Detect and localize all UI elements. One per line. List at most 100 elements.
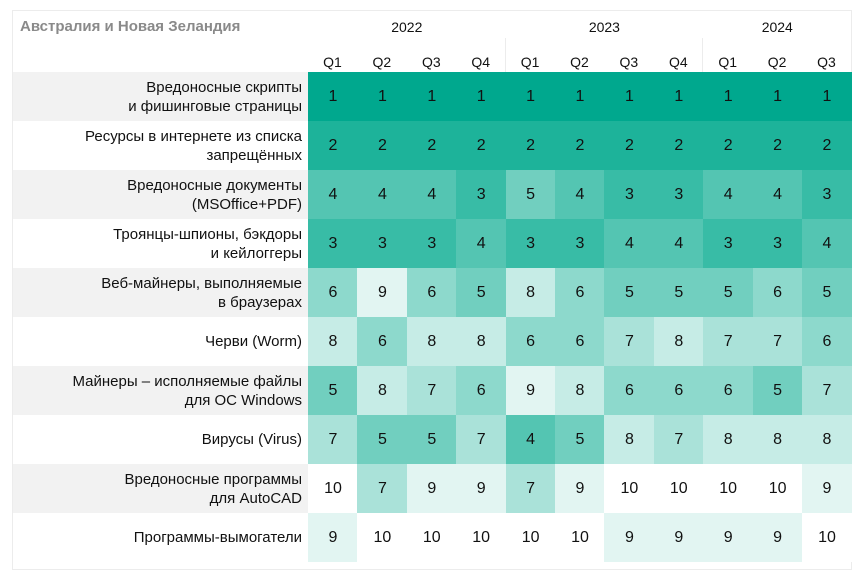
heatmap-cell: 1 [653,72,704,121]
heatmap-cell: 4 [604,219,655,268]
heatmap-cell: 3 [703,219,754,268]
heatmap-cell: 9 [505,366,556,415]
heatmap-cell: 2 [653,121,704,170]
quarter-label: Q2 [767,54,787,70]
heatmap-cell: 6 [653,366,704,415]
heatmap-cell: 10 [357,513,408,562]
row-label: Троянцы-шпионы, бэкдоры и кейлоггеры [113,225,302,262]
row-label: Майнеры – исполняемые файлы для ОС Windo… [13,366,308,415]
quarter-label: Q3 [817,54,836,70]
heatmap-cell: 9 [406,464,457,513]
heatmap-cell: 8 [703,415,754,464]
heatmap-cell: 10 [752,464,803,513]
heatmap-cell: 2 [604,121,655,170]
heatmap-cell: 5 [802,268,852,317]
heatmap-cell: 2 [406,121,457,170]
heatmap-cell: 9 [308,513,358,562]
row-label: Черви (Worm) [205,333,302,350]
heatmap-cell: 5 [703,268,754,317]
chart-title: Австралия и Новая Зеландия [20,18,241,35]
heatmap-cell: 7 [703,317,754,366]
row-label: Ресурсы в интернете из списка запрещённы… [85,127,302,164]
heatmap-cell: 1 [703,72,754,121]
heatmap-cell: 9 [703,513,754,562]
heatmap-cell: 2 [752,121,803,170]
heatmap-cell: 6 [406,268,457,317]
heatmap-cell: 2 [505,121,556,170]
year-label: 2024 [761,19,793,35]
heatmap-cell: 1 [802,72,852,121]
heatmap-cell: 8 [505,268,556,317]
heatmap-cell: 2 [308,121,358,170]
heatmap-cell: 4 [308,170,358,219]
heatmap-cell: 4 [555,170,605,219]
heatmap-cell: 5 [456,268,507,317]
heatmap-cell: 5 [653,268,704,317]
year-divider [702,38,704,72]
heatmap-cell: 9 [357,268,408,317]
heatmap-cell: 3 [505,219,556,268]
quarter-label: Q1 [520,54,540,70]
heatmap-cell: 8 [456,317,507,366]
row-label: Вредоносные программы для AutoCAD [13,464,308,513]
heatmap-cell: 9 [752,513,803,562]
heatmap-cell: 6 [505,317,556,366]
heatmap-cell: 7 [308,415,358,464]
heatmap-cell: 7 [752,317,803,366]
heatmap-cell: 3 [555,219,605,268]
heatmap-cell: 4 [357,170,408,219]
quarter-label: Q4 [668,54,688,70]
heatmap-cell: 1 [357,72,408,121]
row-label: Вредоносные документы (MSOffice+PDF) [13,170,308,219]
heatmap-cell: 5 [752,366,803,415]
heatmap-cell: 1 [308,72,358,121]
quarter-label: Q1 [718,54,738,70]
heatmap-cell: 1 [406,72,457,121]
heatmap-cell: 4 [703,170,754,219]
heatmap-cell: 9 [555,464,605,513]
heatmap-cell: 6 [308,268,358,317]
heatmap-cell: 3 [308,219,358,268]
heatmap-cell: 10 [653,464,704,513]
heatmap-cell: 10 [456,513,507,562]
heatmap-cell: 10 [802,513,852,562]
heatmap-cell: 6 [703,366,754,415]
heatmap-cell: 5 [357,415,408,464]
heatmap-cell: 4 [456,219,507,268]
heatmap-cell: 7 [604,317,655,366]
quarter-label: Q3 [421,54,441,70]
heatmap-cell: 9 [604,513,655,562]
heatmap-cell: 4 [505,415,556,464]
heatmap-cell: 5 [308,366,358,415]
heatmap-cell: 10 [555,513,605,562]
heatmap-cell: 7 [505,464,556,513]
heatmap-cell: 2 [357,121,408,170]
heatmap-cell: 8 [604,415,655,464]
heatmap-cell: 8 [802,415,852,464]
heatmap-cell: 3 [406,219,457,268]
heatmap-cell: 6 [555,268,605,317]
quarter-label: Q2 [570,54,589,70]
heatmap-cell: 1 [752,72,803,121]
heatmap-cell: 8 [555,366,605,415]
heatmap-cell: 8 [406,317,457,366]
heatmap-cell: 1 [456,72,507,121]
heatmap-cell: 3 [357,219,408,268]
heatmap-cell: 8 [357,366,408,415]
heatmap-cell: 5 [604,268,655,317]
heatmap-cell: 8 [752,415,803,464]
heatmap-cell: 3 [802,170,852,219]
heatmap-cell: 6 [752,268,803,317]
heatmap-cell: 3 [752,219,803,268]
heatmap-cell: 2 [456,121,507,170]
heatmap-cell: 2 [555,121,605,170]
year-divider [504,38,506,72]
heatmap-cell: 4 [802,219,852,268]
heatmap-cell: 10 [604,464,655,513]
heatmap-cell: 7 [456,415,507,464]
heatmap-cell: 8 [308,317,358,366]
heatmap-cell: 1 [604,72,655,121]
heatmap-cell: 7 [802,366,852,415]
year-label: 2022 [391,19,423,35]
row-label: Программы-вымогатели [133,529,302,546]
